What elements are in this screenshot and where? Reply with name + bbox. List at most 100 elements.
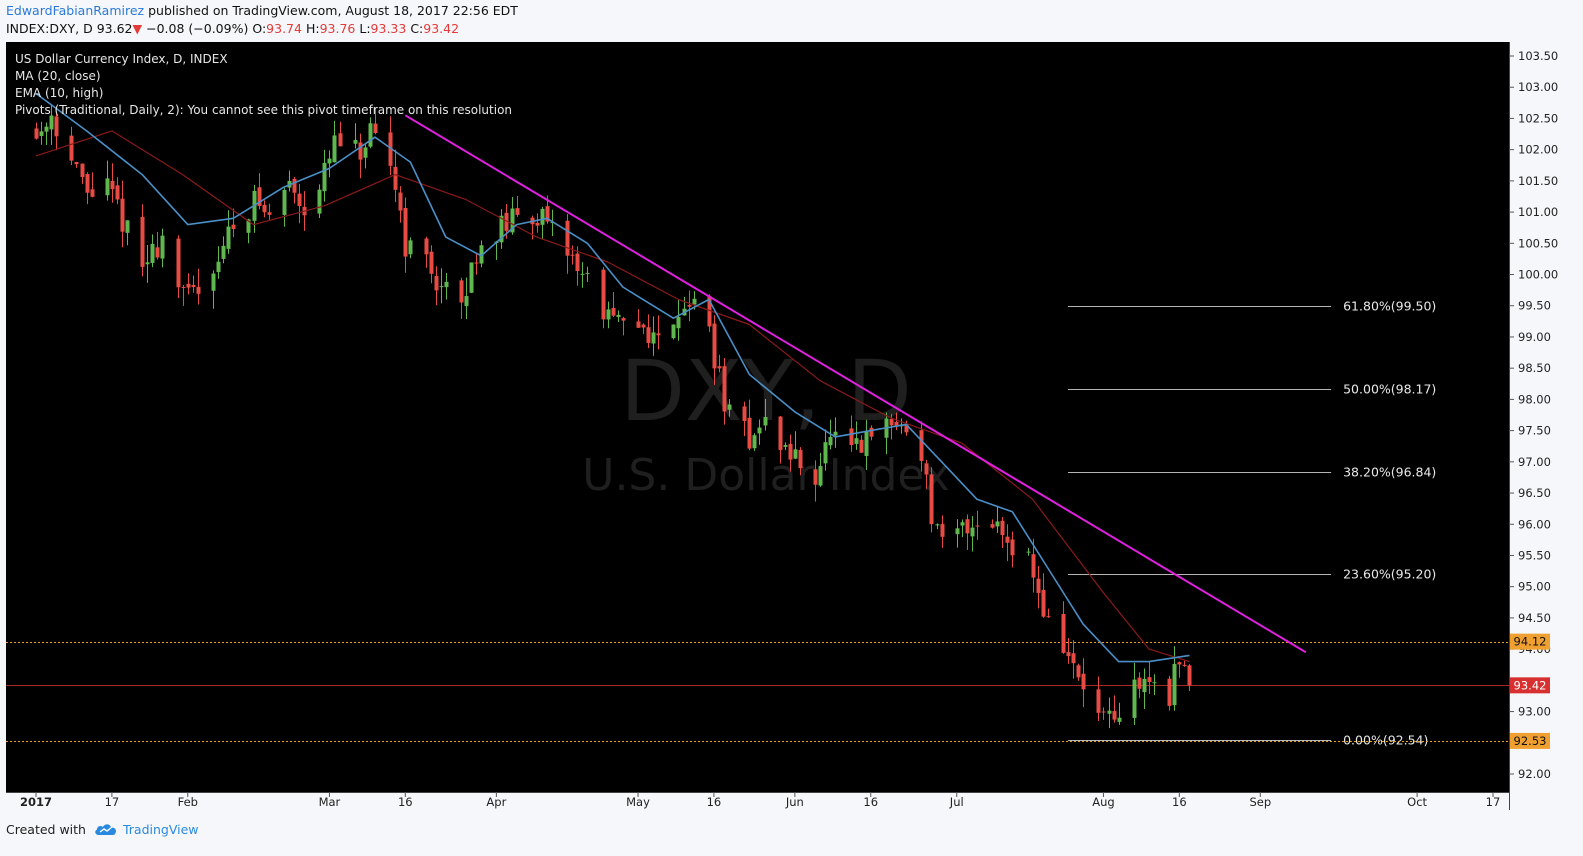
fib-level-label: 38.20%(96.84): [1343, 465, 1436, 480]
fib-level-label: 23.60%(95.20): [1343, 567, 1436, 582]
candle-down: [1000, 520, 1005, 535]
candle-down: [1137, 677, 1142, 689]
candle-up: [145, 262, 150, 265]
price-tick-label: 102.00: [1518, 143, 1558, 157]
candle-down: [798, 449, 803, 469]
candle-down: [849, 428, 854, 445]
trendline[interactable]: [404, 114, 1307, 654]
candle-up: [499, 215, 504, 243]
candle-down: [120, 198, 125, 232]
time-tick-label: 16: [1172, 795, 1187, 809]
cloud-logo-icon: [95, 824, 116, 835]
last-price-tag-bg: [1510, 677, 1550, 694]
candle-down: [1041, 589, 1046, 617]
chart-frame[interactable]: DXY, D U.S. Dollar Index 61.80%(99.50) 50…: [6, 42, 1563, 810]
candle-up: [44, 126, 49, 132]
candle-down: [813, 469, 818, 485]
candle-down: [504, 212, 509, 231]
candle-down: [181, 286, 186, 288]
legend-ema[interactable]: EMA (10, high): [15, 86, 104, 100]
price-axis[interactable]: 103.50 103.00 102.50 102.00 101.50 101.00 100.…: [1509, 49, 1558, 781]
high-label: H:: [305, 21, 320, 36]
candle-up: [39, 131, 44, 136]
price-tick-label: 95.50: [1518, 548, 1551, 562]
candle-up: [580, 273, 585, 275]
trendline-group[interactable]: [404, 114, 1307, 654]
legend-pivots[interactable]: Pivots (Traditional, Daily, 2): You cann…: [15, 103, 513, 117]
candle-down: [601, 269, 606, 320]
watermark-name: U.S. Dollar Index: [582, 450, 950, 501]
price-chart[interactable]: DXY, D U.S. Dollar Index 61.80%(99.50)50…: [6, 42, 1563, 810]
candle-down: [176, 238, 181, 288]
last-price-value: 93.62: [96, 21, 133, 36]
candle-down: [1061, 613, 1066, 653]
time-tick-label: Sep: [1249, 795, 1271, 809]
candle-down: [1167, 678, 1172, 706]
candle-down: [1081, 673, 1086, 690]
candle-up: [216, 261, 221, 273]
time-tick-label: 16: [707, 795, 722, 809]
open-label: O:: [252, 21, 267, 36]
candle-down: [889, 419, 894, 426]
candle-down: [1101, 711, 1106, 713]
fibonacci-levels[interactable]: 61.80%(99.50) 50.00%(98.17) 38.20%(96.84) 2…: [1068, 299, 1436, 748]
candle-up: [368, 123, 373, 147]
candle-up: [160, 235, 165, 259]
time-tick-label: Jun: [785, 795, 804, 809]
candle-down: [155, 247, 160, 258]
candle-down: [545, 206, 550, 222]
candle-down: [262, 204, 267, 213]
legend-title[interactable]: US Dollar Currency Index, D, INDEX: [15, 52, 228, 66]
ma-20-line: [35, 130, 1190, 663]
candle-up: [585, 272, 590, 274]
candle-up: [854, 438, 859, 444]
time-tick-label: Aug: [1092, 795, 1114, 809]
candle-up: [823, 442, 828, 464]
candle-down: [338, 133, 343, 147]
candle-up: [327, 158, 332, 164]
candle-down: [115, 185, 120, 200]
candle-down: [459, 280, 464, 303]
time-tick-label: Oct: [1407, 795, 1427, 809]
candle-down: [257, 187, 262, 207]
candle-up: [444, 281, 449, 288]
candle-down: [515, 208, 520, 215]
candle-down: [80, 163, 85, 177]
candle-down: [747, 417, 752, 449]
candle-down: [388, 132, 393, 166]
down-arrow-icon: ▼: [132, 21, 143, 36]
candle-down: [1177, 662, 1182, 665]
time-axis[interactable]: 2017 17 Feb Mar 16 Apr May 16 Jun 16 Jul Aug 16 Sep Oc…: [20, 792, 1500, 809]
candle-down: [358, 142, 363, 160]
candle-up: [211, 273, 216, 291]
time-axis-background: [6, 792, 1509, 810]
legend-ma[interactable]: MA (20, close): [15, 69, 101, 83]
candle-down: [54, 116, 59, 137]
symbol-label: INDEX:DXY, D: [6, 21, 93, 36]
candle-up: [105, 178, 110, 196]
level-price-tag-bg: [1510, 633, 1550, 650]
candle-down: [859, 439, 864, 453]
candle-down: [297, 193, 302, 207]
author-link[interactable]: EdwardFabianRamirez: [6, 3, 145, 18]
candle-up: [676, 317, 681, 329]
price-tick-label: 101.00: [1518, 205, 1558, 219]
candle-down: [940, 524, 945, 537]
candle-up: [727, 404, 732, 410]
ema-10-line: [35, 92, 1190, 663]
tradingview-brand-link[interactable]: TradingView: [94, 822, 199, 837]
candle-down: [1112, 711, 1117, 720]
candle-down: [656, 333, 661, 336]
open-value: 93.74: [266, 21, 302, 36]
candle-down: [641, 324, 646, 328]
time-tick-label: 2017: [20, 795, 52, 809]
candle-up: [221, 245, 226, 259]
candle-down: [69, 135, 74, 161]
candle-up: [935, 524, 940, 526]
candle-down: [1046, 616, 1051, 618]
candle-up: [828, 437, 833, 446]
candle-up: [226, 226, 231, 249]
candle-up: [282, 189, 287, 215]
candle-down: [565, 220, 570, 256]
candle-down: [712, 323, 717, 369]
